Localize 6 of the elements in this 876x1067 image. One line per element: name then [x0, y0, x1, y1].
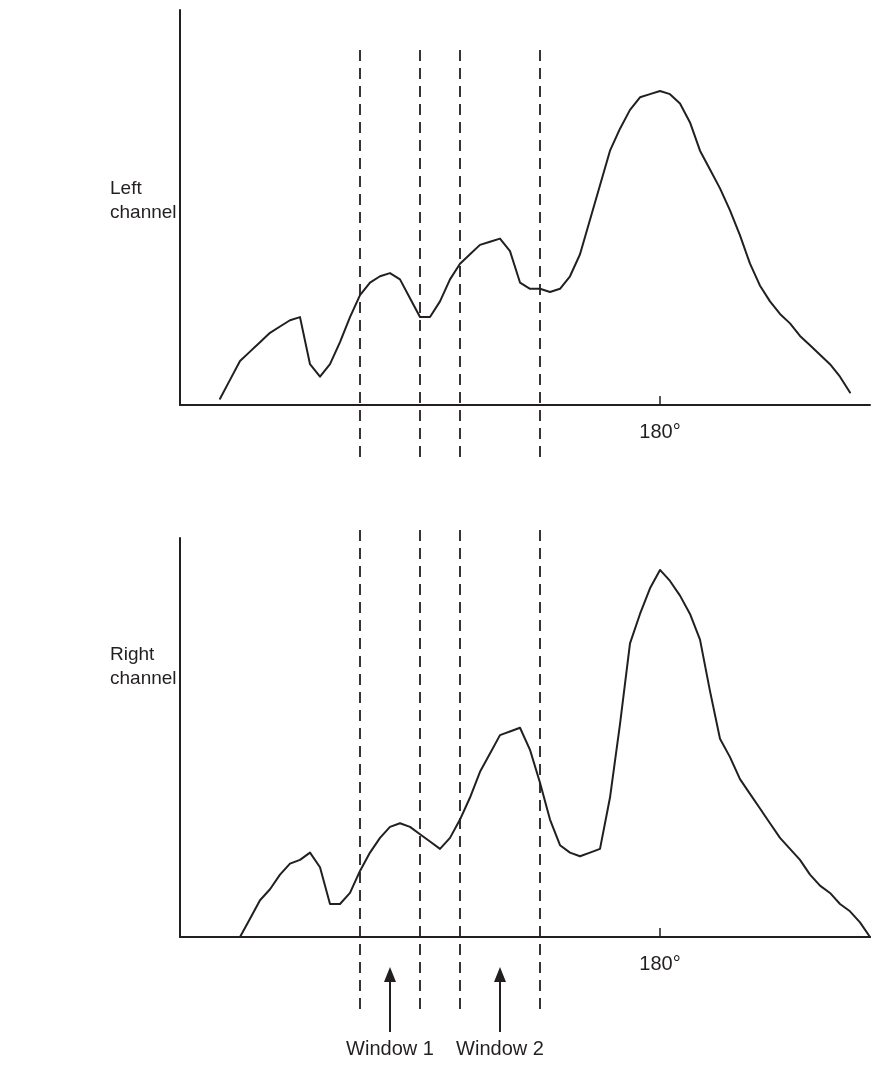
- text: 180°: [639, 420, 681, 442]
- y-axis-title: Right channel: [110, 642, 177, 688]
- text: Window 2: [456, 1037, 544, 1059]
- text: Window 1: [346, 1037, 434, 1059]
- text: 180°: [639, 952, 681, 974]
- y-axis-title: Left channel: [110, 176, 177, 222]
